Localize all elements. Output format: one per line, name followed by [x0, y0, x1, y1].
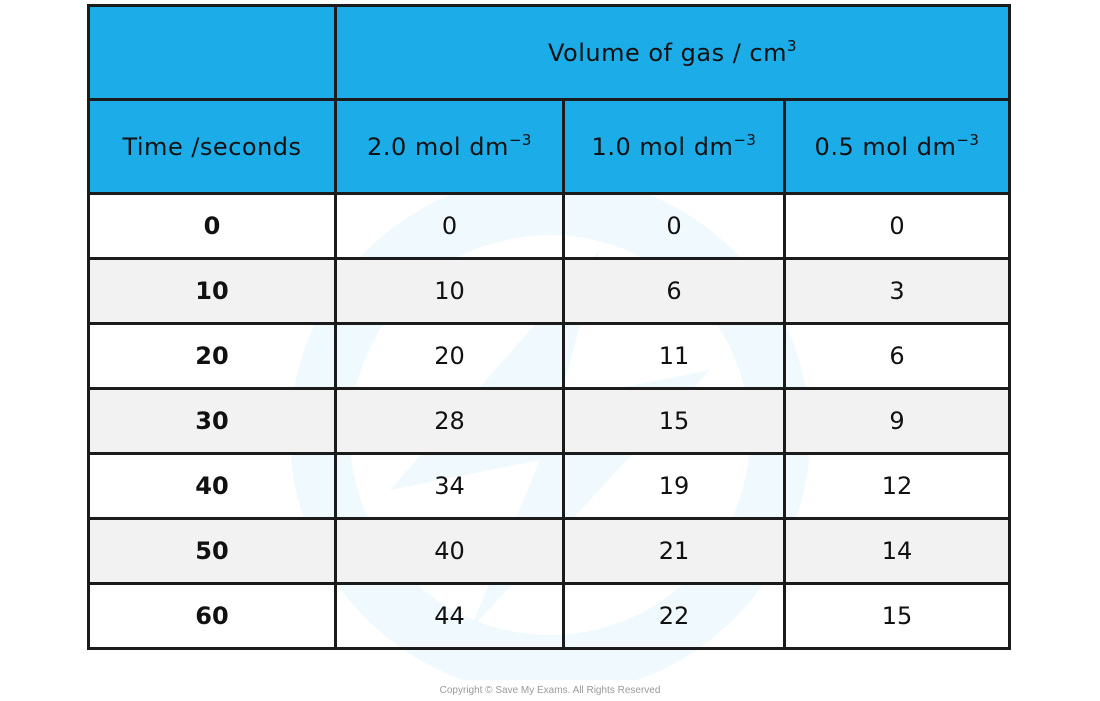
empty-corner-cell	[87, 4, 337, 101]
volume-cell: 21	[562, 517, 786, 585]
time-cell: 50	[87, 517, 337, 585]
concentration-header: 0.5 mol dm−3	[782, 98, 1012, 195]
volume-cell: 20	[334, 322, 565, 390]
table-row: 60 44 22 15	[87, 582, 1012, 650]
volume-cell: 15	[782, 582, 1012, 650]
table-row: 10 10 6 3	[87, 257, 1012, 325]
time-cell: 10	[87, 257, 337, 325]
volume-cell: 12	[782, 452, 1012, 520]
volume-cell: 9	[782, 387, 1012, 455]
time-header: Time /seconds	[87, 98, 337, 195]
time-cell: 0	[87, 192, 337, 260]
volume-cell: 3	[782, 257, 1012, 325]
volume-cell: 28	[334, 387, 565, 455]
volume-cell: 6	[562, 257, 786, 325]
volume-cell: 19	[562, 452, 786, 520]
table-row: 50 40 21 14	[87, 517, 1012, 585]
concentration-header: 1.0 mol dm−3	[562, 98, 786, 195]
time-cell: 60	[87, 582, 337, 650]
table-row: 0 0 0 0	[87, 192, 1012, 260]
concentration-header: 2.0 mol dm−3	[334, 98, 565, 195]
time-cell: 30	[87, 387, 337, 455]
table-row: 20 20 11 6	[87, 322, 1012, 390]
volume-cell: 15	[562, 387, 786, 455]
volume-cell: 0	[562, 192, 786, 260]
table-row: 40 34 19 12	[87, 452, 1012, 520]
volume-cell: 10	[334, 257, 565, 325]
time-cell: 20	[87, 322, 337, 390]
volume-cell: 22	[562, 582, 786, 650]
volume-cell: 44	[334, 582, 565, 650]
volume-cell: 6	[782, 322, 1012, 390]
volume-cell: 11	[562, 322, 786, 390]
volume-cell: 0	[334, 192, 565, 260]
volume-cell: 14	[782, 517, 1012, 585]
volume-cell: 40	[334, 517, 565, 585]
volume-cell: 34	[334, 452, 565, 520]
volume-cell: 0	[782, 192, 1012, 260]
table-row: 30 28 15 9	[87, 387, 1012, 455]
copyright-notice: Copyright © Save My Exams. All Rights Re…	[439, 685, 661, 696]
volume-group-header: Volume of gas / cm3	[333, 4, 1012, 101]
time-cell: 40	[87, 452, 337, 520]
gas-volume-table: Volume of gas / cm3 Time /seconds 2.0 mo…	[87, 4, 1012, 650]
